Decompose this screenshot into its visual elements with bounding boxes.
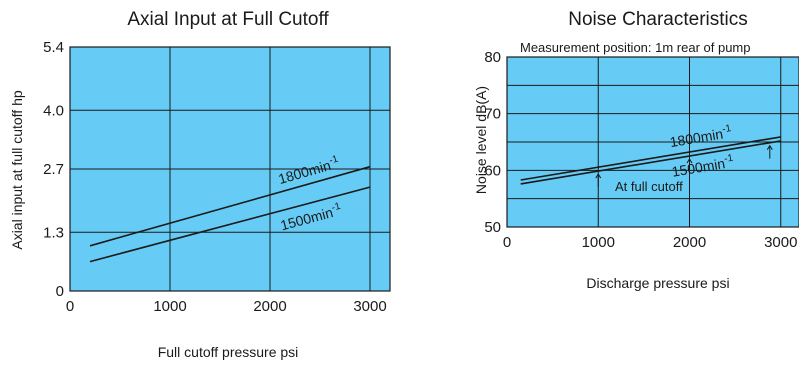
- series-label-unit: min: [306, 157, 332, 179]
- chart2-series-line-0: [520, 136, 781, 181]
- chart1-y-ticks: 0 1.3 2.7 4.0 5.4: [43, 39, 64, 300]
- chart2-series-label-0: 1800min-1: [668, 123, 733, 150]
- series-label-unit-sup: -1: [723, 153, 734, 165]
- chart2-note-arrowhead-2: [766, 144, 773, 150]
- series-label-unit: min: [701, 155, 726, 174]
- series-label-value: 1500: [671, 159, 705, 180]
- series-label-unit: min: [309, 204, 335, 225]
- chart2-measurement-annotation: Measurement position: 1m rear of pump: [520, 40, 751, 55]
- chart1-y-tick-2: 2.7: [43, 161, 64, 178]
- chart-noise: Noise Characteristics 0 1000 2000 3000 50 60…: [473, 9, 799, 291]
- chart2-y-tick-1: 60: [484, 162, 501, 179]
- chart2-full-cutoff-note: At full cutoff: [615, 179, 683, 194]
- chart1-x-ticks: 0 1000 2000 3000: [66, 298, 387, 315]
- series-label-value: 1500: [279, 210, 313, 234]
- chart1-grid: [70, 47, 390, 291]
- chart2-note-arrowhead-1: [686, 158, 693, 164]
- chart2-x-ticks: 0 1000 2000 3000: [503, 234, 798, 251]
- chart1-x-tick-0: 0: [66, 298, 74, 315]
- chart2-frame: [506, 56, 799, 228]
- chart1-y-tick-4: 5.4: [43, 39, 64, 56]
- series-label-unit: min: [699, 126, 724, 145]
- chart1-y-tick-1: 1.3: [43, 224, 64, 241]
- chart2-note-arrowhead-0: [595, 173, 602, 179]
- chart2-x-tick-1: 1000: [582, 234, 615, 251]
- series-label-unit-sup: -1: [328, 154, 340, 167]
- chart2-title: Noise Characteristics: [568, 9, 748, 30]
- chart2-series-line-1: [520, 140, 781, 185]
- chart2-y-tick-2: 70: [484, 106, 501, 123]
- chart1-series: [89, 165, 371, 263]
- chart1-y-tick-0: 0: [56, 283, 64, 300]
- chart2-note-arrows: [595, 144, 773, 188]
- series-label-unit-sup: -1: [721, 123, 732, 135]
- chart2-x-tick-2: 2000: [673, 234, 706, 251]
- chart2-series-label-1: 1500min-1: [670, 153, 735, 180]
- chart1-series-label-1: 1500min-1: [278, 201, 343, 234]
- chart2-y-tick-3: 80: [484, 49, 501, 66]
- chart2-y-tick-0: 50: [484, 219, 501, 236]
- chart1-x-axis-label: Full cutoff pressure psi: [158, 344, 299, 360]
- series-label-unit-sup: -1: [330, 201, 342, 214]
- chart1-y-axis-label: Axial input at full cutoff hp: [9, 90, 25, 249]
- chart2-x-tick-3: 3000: [764, 234, 797, 251]
- chart1-series-line-0: [89, 165, 371, 247]
- chart1-y-tick-3: 4.0: [43, 102, 64, 119]
- chart1-title: Axial Input at Full Cutoff: [127, 9, 329, 30]
- chart1-frame: [69, 46, 391, 292]
- chart2-y-ticks: 50 60 70 80: [484, 49, 501, 236]
- chart1-x-tick-1: 1000: [153, 298, 186, 315]
- chart-axial-input: Axial Input at Full Cutoff 0 1000 2000 3000…: [9, 9, 391, 360]
- chart1-series-line-1: [89, 186, 371, 263]
- chart2-x-tick-0: 0: [503, 234, 511, 251]
- chart2-series: [520, 136, 781, 185]
- chart2-y-axis-label: Noise level dB(A): [473, 86, 489, 194]
- chart1-x-tick-3: 3000: [353, 298, 386, 315]
- chart1-x-tick-2: 2000: [253, 298, 286, 315]
- chart2-grid: [507, 57, 799, 227]
- series-label-value: 1800: [669, 129, 703, 150]
- chart2-x-axis-label: Discharge pressure psi: [586, 275, 729, 291]
